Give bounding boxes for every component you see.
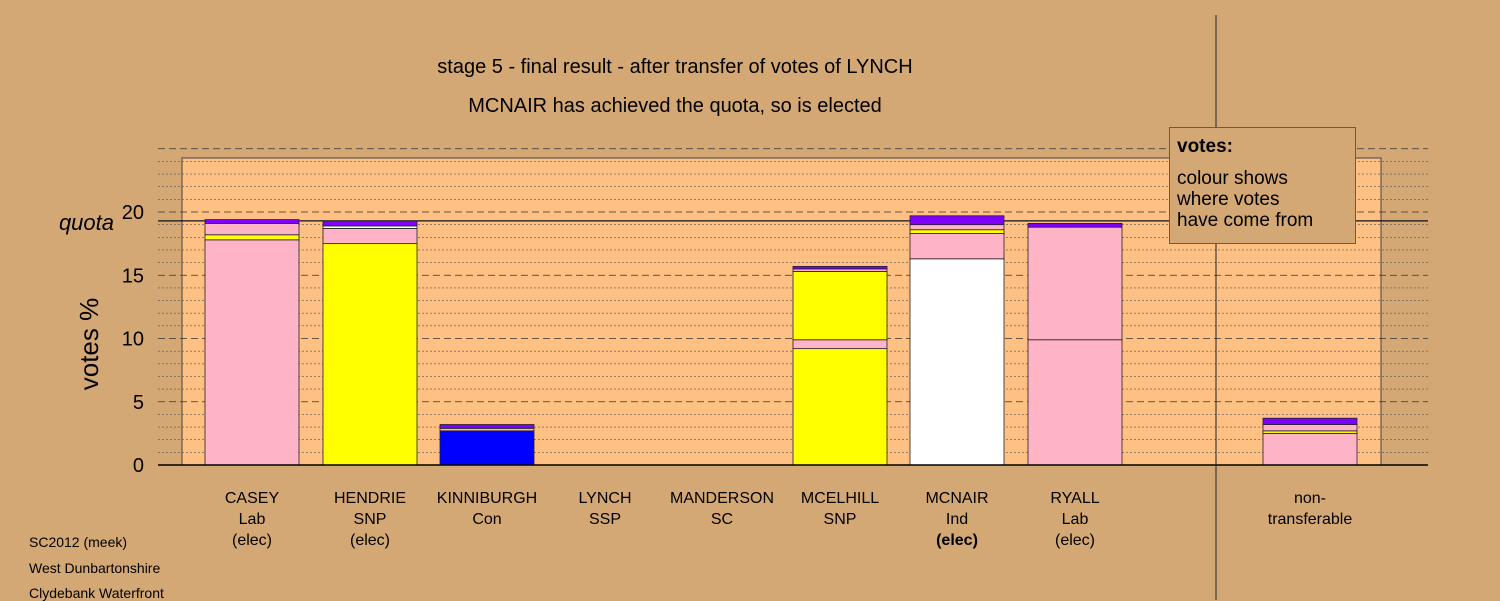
bar-segment xyxy=(204,239,300,466)
bar-segment xyxy=(204,222,300,236)
y-tick-label: 0 xyxy=(133,455,144,477)
bar-segment xyxy=(439,430,535,466)
bar-segment xyxy=(1027,226,1123,341)
candidate-party-label: Lab xyxy=(239,511,266,528)
footer-line-2: West Dunbartonshire xyxy=(29,560,161,576)
bar-segment xyxy=(909,215,1005,226)
legend-line-2: where votes xyxy=(1177,189,1280,210)
candidate-party-label: Ind xyxy=(946,511,968,528)
candidate-name-label: MCNAIR xyxy=(925,490,988,507)
bar-segment xyxy=(909,224,1005,231)
bar-segment xyxy=(909,229,1005,234)
bar-segment xyxy=(204,219,300,224)
bar-segment xyxy=(1262,417,1358,425)
candidate-party-label: SNP xyxy=(824,511,857,528)
legend: votes: colour shows where votes have com… xyxy=(1169,127,1356,244)
candidate-party-label: Con xyxy=(472,511,501,528)
bar-segment xyxy=(792,339,888,350)
candidate-party-label: SC xyxy=(711,511,733,528)
bar-segment xyxy=(909,258,1005,466)
bar-segment xyxy=(1027,339,1123,466)
candidate-status-label: (elec) xyxy=(232,532,272,549)
legend-line-3: have come from xyxy=(1177,210,1314,231)
footer-line-3: Clydebank Waterfront xyxy=(29,585,164,601)
bar-segment xyxy=(1027,222,1123,228)
y-tick-label: 5 xyxy=(133,392,144,414)
y-tick-label: 10 xyxy=(122,329,144,351)
candidate-party-label: SNP xyxy=(354,511,387,528)
y-tick-label: 20 xyxy=(122,202,144,224)
bar-segment xyxy=(439,424,535,429)
y-tick-label: 15 xyxy=(122,265,144,287)
candidate-party-label: Lab xyxy=(1062,511,1089,528)
candidate-name-label: RYALL xyxy=(1050,490,1099,507)
candidate-party-label: transferable xyxy=(1268,511,1353,528)
candidate-status-label: (elec) xyxy=(936,532,978,549)
bar-segment xyxy=(792,265,888,270)
candidate-name-label: MCELHILL xyxy=(801,490,879,507)
legend-line-1: colour shows xyxy=(1177,168,1288,189)
bar-segment xyxy=(792,271,888,341)
candidate-name-label: CASEY xyxy=(225,490,280,507)
candidate-status-label: (elec) xyxy=(350,532,390,549)
candidate-name-label: KINNIBURGH xyxy=(437,490,537,507)
candidate-party-label: SSP xyxy=(589,511,621,528)
bar-segment xyxy=(322,243,418,466)
chart-title: stage 5 - final result - after transfer … xyxy=(437,56,912,78)
bar-segment xyxy=(322,220,418,227)
candidate-name-label: non- xyxy=(1294,490,1326,507)
quota-label: quota xyxy=(59,210,114,235)
bar-segment xyxy=(204,234,300,241)
candidate-name-label: MANDERSON xyxy=(670,490,774,507)
footer-line-1: SC2012 (meek) xyxy=(29,534,128,550)
legend-title: votes: xyxy=(1177,136,1233,157)
candidate-name-label: HENDRIE xyxy=(334,490,406,507)
y-axis-label: votes % xyxy=(74,298,104,391)
bar-segment xyxy=(322,228,418,245)
bar-segment xyxy=(792,348,888,466)
bar-segment xyxy=(909,233,1005,260)
bar-segment xyxy=(1262,432,1358,466)
candidate-name-label: LYNCH xyxy=(578,490,631,507)
chart-subtitle: MCNAIR has achieved the quota, so is ele… xyxy=(468,95,882,117)
bar-segment xyxy=(1262,424,1358,432)
candidate-status-label: (elec) xyxy=(1055,532,1095,549)
